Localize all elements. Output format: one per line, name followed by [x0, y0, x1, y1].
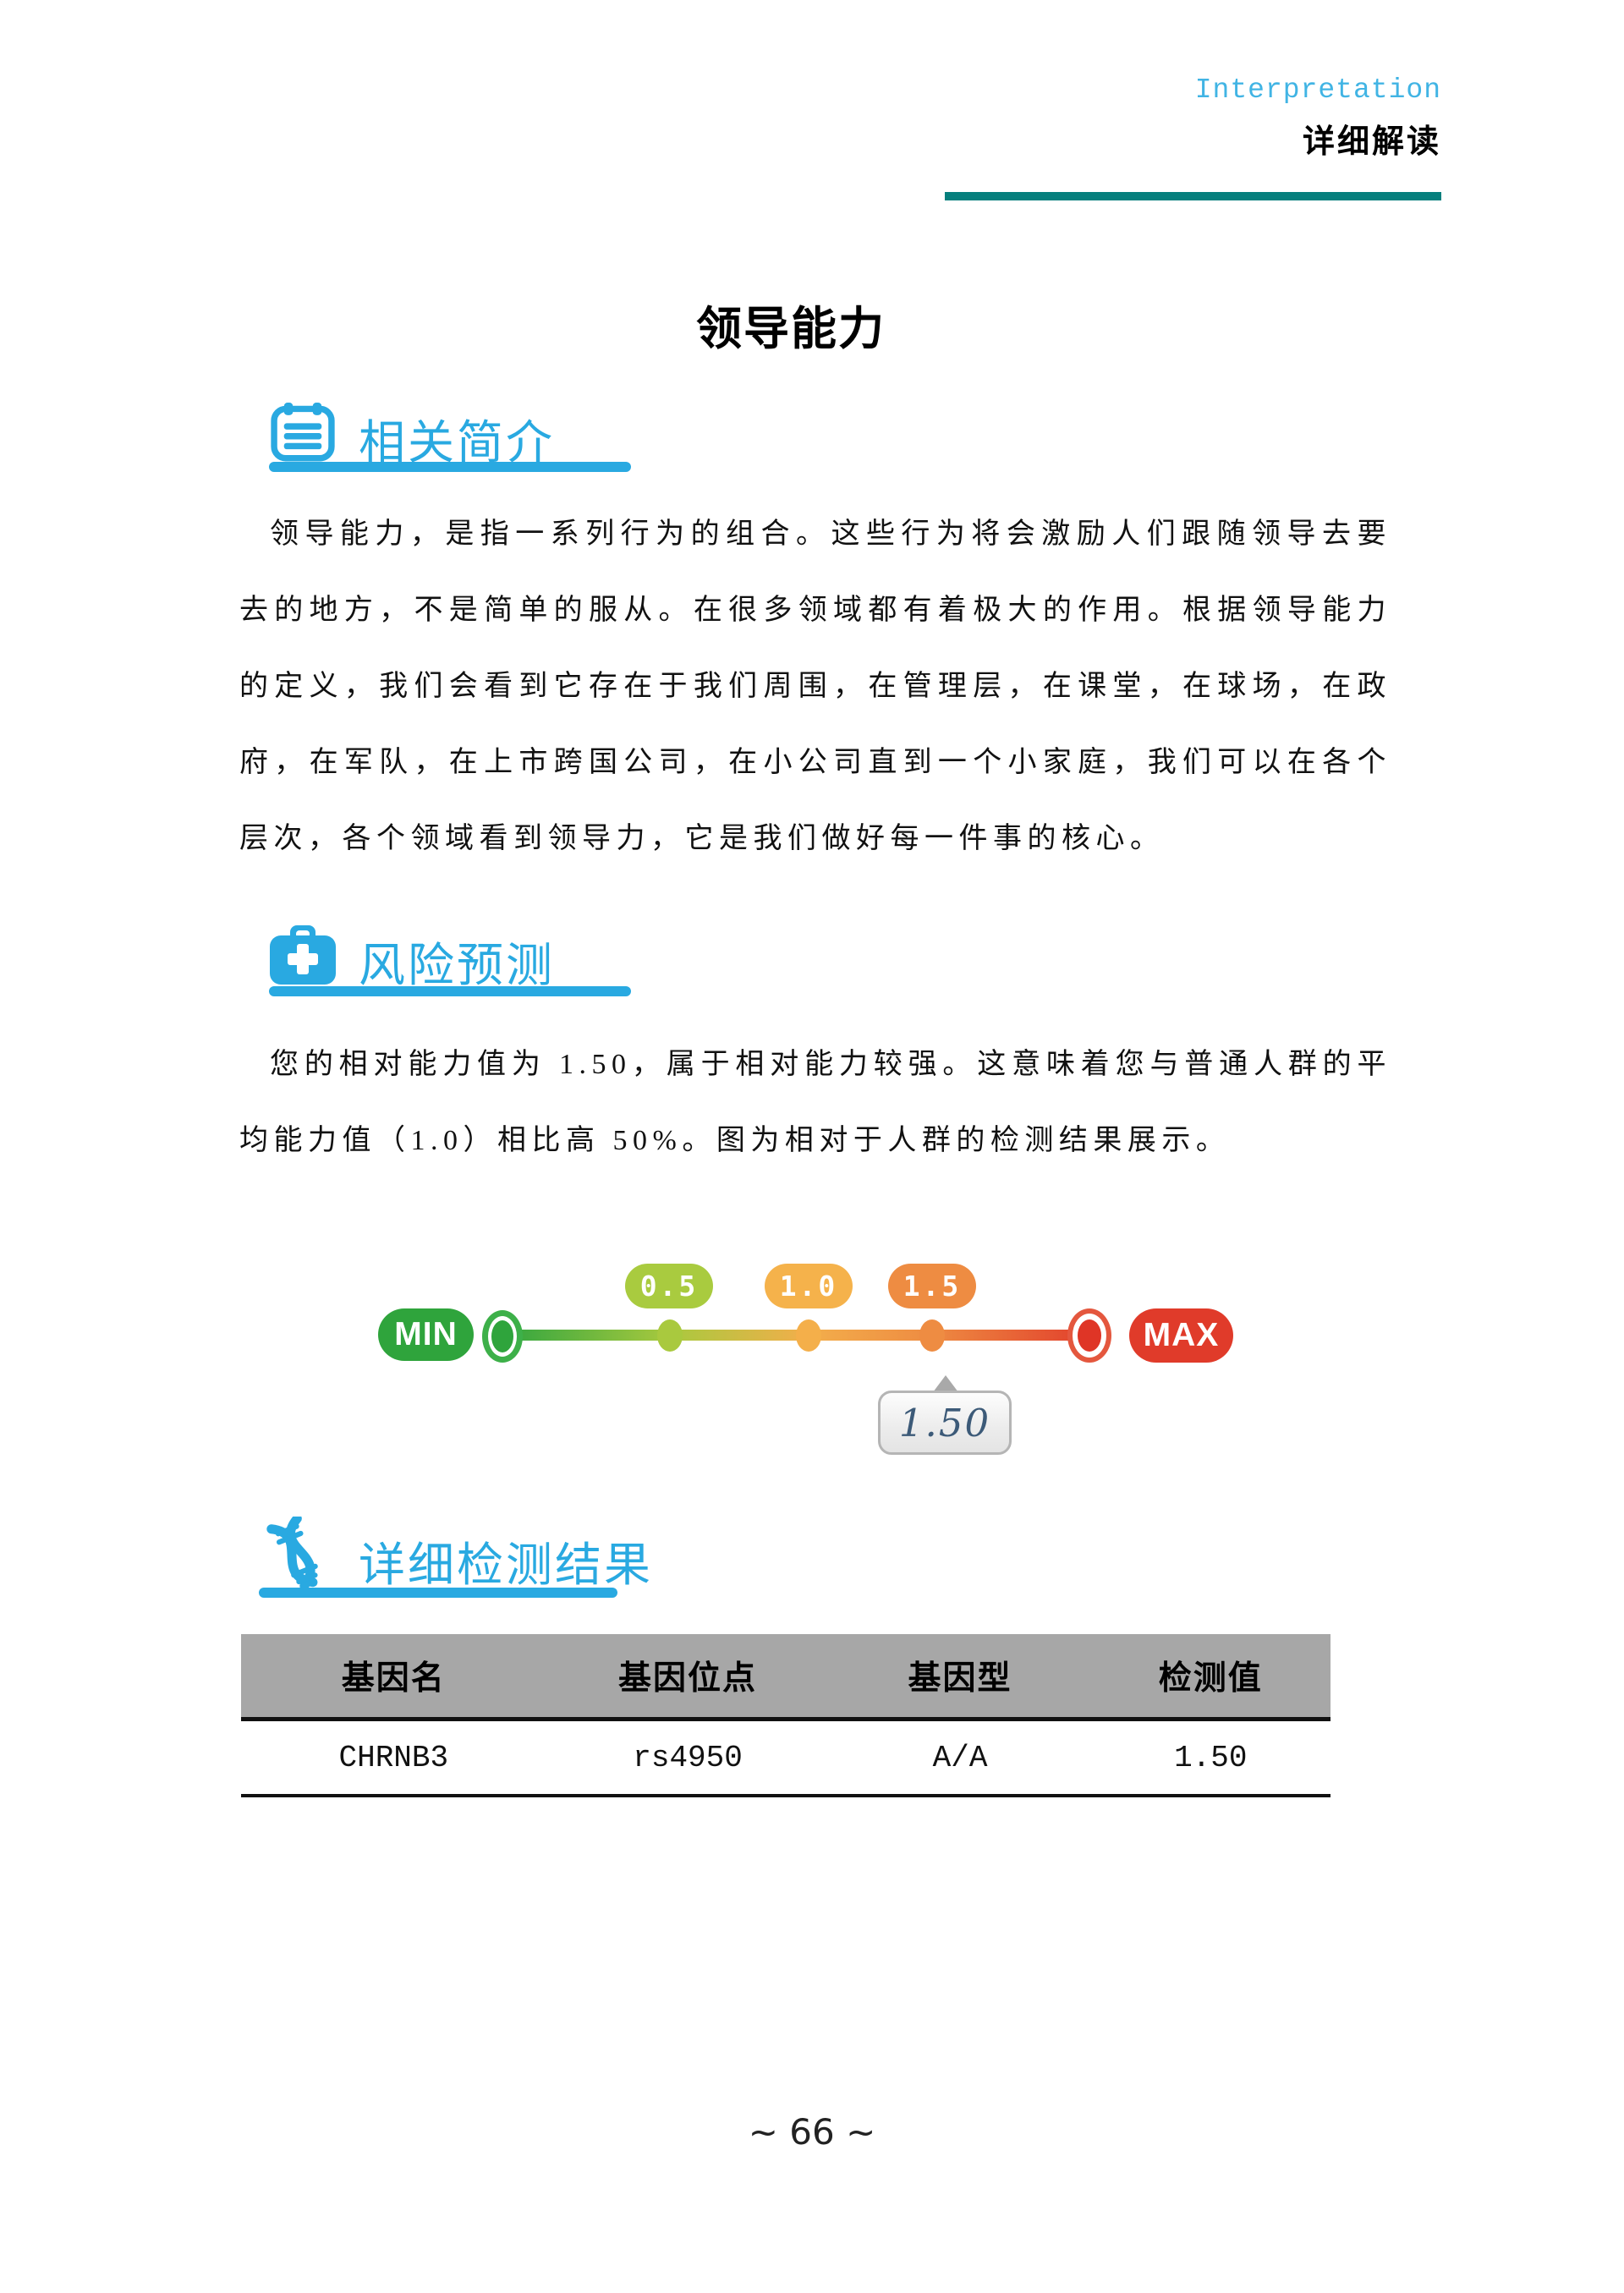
- min-marker-dot: [491, 1320, 513, 1352]
- section-heading-label: 相关简介: [359, 416, 556, 469]
- max-badge: MAX: [1129, 1308, 1233, 1363]
- scale-dot-10: [796, 1319, 821, 1352]
- results-table: 基因名 基因位点 基因型 检测值 CHRNB3 rs4950 A/A 1.50: [241, 1634, 1330, 1797]
- intro-paragraph: 领导能力，是指一系列行为的组合。这些行为将会激励人们跟随领导去要去的地方，不是简…: [239, 518, 1391, 854]
- min-marker-ring: [482, 1310, 523, 1363]
- header-cell-gene-name: 基因名: [341, 1660, 446, 1697]
- dna-icon: [259, 1513, 337, 1602]
- scale-dot-05: [657, 1319, 683, 1352]
- value-callout-pointer: [933, 1375, 958, 1392]
- cell-value: 1.50: [1174, 1740, 1248, 1775]
- tick-badge-10: 1.0: [765, 1264, 853, 1308]
- table-header-row: 基因名 基因位点 基因型 检测值: [241, 1634, 1330, 1721]
- first-aid-kit-icon: [269, 925, 337, 990]
- header-cell-value: 检测值: [1158, 1660, 1263, 1697]
- section-heading-label: 详细检测结果: [359, 1539, 654, 1591]
- header-cell-gene-locus: 基因位点: [618, 1660, 758, 1697]
- risk-paragraph: 您的相对能力值为 1.50，属于相对能力较强。这意味着您与普通人群的平均能力值（…: [239, 1049, 1391, 1156]
- heading-underline: [269, 986, 631, 996]
- page-title: 领导能力: [696, 304, 886, 354]
- table-row: CHRNB3 rs4950 A/A 1.50: [241, 1721, 1330, 1797]
- tick-badge-05: 0.5: [625, 1264, 713, 1308]
- page-header-chinese: 详细解读: [1302, 124, 1441, 160]
- header-divider-rule: [945, 192, 1441, 200]
- tick-badge-15: 1.5: [888, 1264, 976, 1308]
- notepad-icon: [269, 403, 337, 466]
- page-header-english: Interpretation: [1194, 74, 1441, 106]
- heading-underline: [269, 462, 631, 472]
- scale-dot-15: [919, 1319, 945, 1352]
- value-callout: 1.50: [878, 1391, 1012, 1455]
- header-cell-genotype: 基因型: [908, 1660, 1012, 1697]
- cell-gene-locus: rs4950: [633, 1740, 743, 1775]
- section-heading-label: 风险预测: [359, 939, 556, 991]
- cell-genotype: A/A: [932, 1740, 988, 1775]
- min-badge: MIN: [378, 1308, 474, 1361]
- max-marker-dot: [1078, 1319, 1101, 1352]
- page-number: ~ 66 ~: [748, 2111, 876, 2153]
- heading-underline: [259, 1588, 617, 1598]
- cell-gene-name: CHRNB3: [338, 1740, 449, 1775]
